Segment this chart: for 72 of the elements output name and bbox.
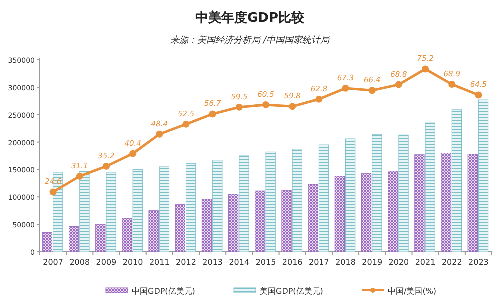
bar xyxy=(239,156,250,252)
point xyxy=(475,92,482,99)
x-tick-label: 2019 xyxy=(362,258,383,267)
point xyxy=(422,66,430,73)
bar xyxy=(478,100,489,252)
legend-label: 中国/美国(%) xyxy=(388,287,437,296)
point xyxy=(182,120,190,128)
bar xyxy=(441,153,452,252)
bar xyxy=(175,204,186,252)
bar xyxy=(388,171,398,252)
x-tick-label: 2012 xyxy=(176,258,196,267)
legend-label: 美国GDP(亿美元) xyxy=(260,287,324,296)
x-tick-label: 2011 xyxy=(149,258,170,267)
legend-label: 中国GDP(亿美元) xyxy=(132,287,196,296)
x-tick-label: 2018 xyxy=(336,258,356,267)
point xyxy=(50,188,57,196)
bar xyxy=(186,163,196,252)
bar xyxy=(202,199,212,252)
bar xyxy=(372,134,382,252)
x-tick-label: 2021 xyxy=(415,258,436,267)
point xyxy=(102,162,110,170)
x-tick-label: 2016 xyxy=(282,258,303,267)
point xyxy=(316,96,323,103)
point xyxy=(289,103,296,110)
point xyxy=(342,84,350,92)
point xyxy=(395,81,402,88)
x-tick-label: 2020 xyxy=(388,258,410,267)
bar xyxy=(255,190,266,252)
bar xyxy=(228,194,239,252)
bar xyxy=(414,154,425,252)
x-tick-label: 2013 xyxy=(202,258,224,267)
x-tick-label: 2014 xyxy=(229,258,250,267)
x-tick-label: 2007 xyxy=(43,258,64,267)
bar xyxy=(398,134,409,252)
bar xyxy=(452,110,462,252)
bar xyxy=(159,166,170,252)
bar xyxy=(42,232,53,252)
bar xyxy=(334,176,346,252)
point xyxy=(448,81,456,88)
bar xyxy=(308,184,318,252)
bar xyxy=(318,144,330,252)
chart-subtitle: 来源：美国经济分析局 /中国国家统计局 xyxy=(170,35,330,46)
point xyxy=(76,172,84,180)
bar xyxy=(68,226,80,252)
point xyxy=(262,101,270,108)
bar xyxy=(361,173,372,252)
bar xyxy=(266,152,276,252)
x-tick-label: 2010 xyxy=(122,258,144,267)
bar xyxy=(106,172,116,252)
bar xyxy=(425,122,436,252)
bar xyxy=(122,218,132,252)
bar xyxy=(282,190,292,252)
bar xyxy=(346,138,356,252)
point xyxy=(130,150,137,158)
point xyxy=(236,104,243,111)
point xyxy=(156,130,164,138)
bar xyxy=(132,169,143,252)
bar xyxy=(96,224,106,252)
x-tick-label: 2022 xyxy=(442,258,462,267)
bar xyxy=(292,149,302,252)
x-tick-label: 2008 xyxy=(70,258,90,267)
x-tick-label: 2015 xyxy=(256,258,276,267)
bar xyxy=(80,171,90,252)
chart-title: 中美年度GDP比较 xyxy=(196,10,306,26)
point xyxy=(368,87,376,94)
x-tick-label: 2009 xyxy=(96,258,117,267)
point xyxy=(209,110,216,118)
x-tick-label: 2023 xyxy=(468,258,489,267)
bar xyxy=(148,210,159,252)
bar xyxy=(468,154,478,252)
bar xyxy=(212,160,223,252)
x-tick-label: 2017 xyxy=(308,258,330,267)
